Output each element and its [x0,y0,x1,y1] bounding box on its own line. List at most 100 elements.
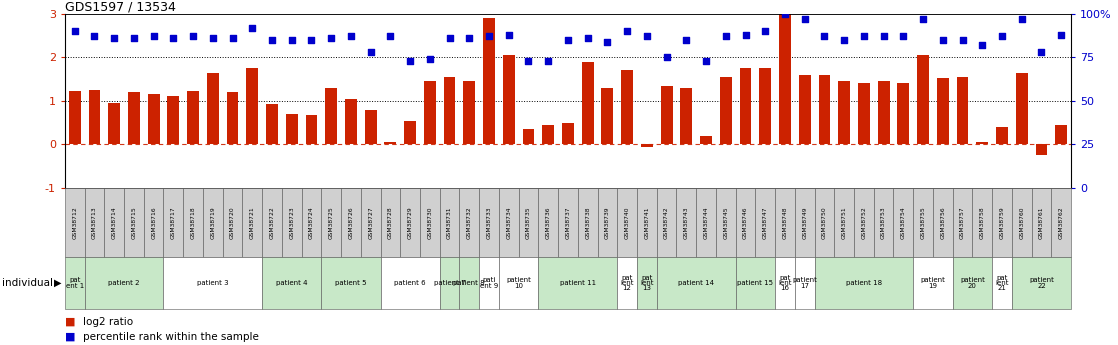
Text: individual: individual [2,278,54,288]
Bar [854,188,874,257]
Bar [127,92,140,145]
Text: patient 15: patient 15 [738,280,774,286]
Bar [444,77,455,145]
Bar [400,188,420,257]
Bar [65,188,85,257]
Point [874,34,892,39]
Point [954,37,972,43]
Point [85,34,103,39]
Bar [578,188,597,257]
Point [381,34,399,39]
Bar [539,188,558,257]
Bar [163,188,183,257]
Text: ▶: ▶ [54,278,61,288]
Text: pat
ient
21: pat ient 21 [995,275,1008,291]
Text: GSM38719: GSM38719 [210,206,216,239]
Point [342,34,360,39]
Point [362,49,380,55]
Bar [720,77,731,145]
Point [263,37,281,43]
Bar [1055,125,1067,145]
Text: GSM38742: GSM38742 [664,206,669,239]
Point [756,28,774,34]
Bar [361,188,380,257]
Text: GSM38755: GSM38755 [920,206,926,239]
Text: GSM38761: GSM38761 [1039,206,1044,239]
Bar [815,257,913,309]
Bar [795,257,815,309]
Point [244,25,262,30]
Text: GSM38721: GSM38721 [249,206,255,239]
Bar [459,257,480,309]
Text: GSM38756: GSM38756 [940,206,946,239]
Bar [65,257,85,309]
Point [559,37,577,43]
Bar [957,77,968,145]
Bar [168,96,179,145]
Text: GSM38747: GSM38747 [762,206,768,239]
Text: GSM38753: GSM38753 [881,206,887,239]
Bar [913,188,932,257]
Text: pat
ient
13: pat ient 13 [641,275,654,291]
Bar [539,257,617,309]
Bar [641,145,653,147]
Bar [932,188,953,257]
Point [993,34,1011,39]
Text: GSM38743: GSM38743 [684,206,689,239]
Text: patient 3: patient 3 [197,280,228,286]
Text: GSM38731: GSM38731 [447,206,452,239]
Bar [522,129,534,145]
Text: GSM38723: GSM38723 [290,206,294,239]
Point [815,34,833,39]
Text: GSM38722: GSM38722 [269,206,275,239]
Bar [321,257,380,309]
Bar [740,68,751,145]
Bar [243,188,262,257]
Text: patient 4: patient 4 [276,280,307,286]
Bar [818,75,831,145]
Bar [463,81,475,145]
Bar [700,136,712,145]
Text: patient
17: patient 17 [793,277,817,288]
Text: GSM38733: GSM38733 [486,206,492,239]
Bar [656,188,676,257]
Bar [222,188,243,257]
Bar [716,188,736,257]
Bar [385,142,396,145]
Bar [878,81,890,145]
Text: GSM38729: GSM38729 [408,206,413,239]
Bar [676,188,697,257]
Text: ■: ■ [65,332,75,342]
Text: GSM38728: GSM38728 [388,206,392,239]
Text: GSM38762: GSM38762 [1059,206,1063,239]
Text: GSM38714: GSM38714 [112,206,116,239]
Bar [661,86,673,145]
Point [401,58,419,63]
Text: ■: ■ [65,317,75,327]
Text: GSM38758: GSM38758 [979,206,985,239]
Bar [795,188,815,257]
Text: patient 2: patient 2 [108,280,140,286]
Text: GSM38759: GSM38759 [999,206,1004,239]
Point [1033,49,1051,55]
Bar [973,188,992,257]
Text: GSM38720: GSM38720 [230,206,235,239]
Bar [992,257,1012,309]
Bar [69,91,80,145]
Bar [459,188,480,257]
Point [796,16,814,22]
Point [579,36,597,41]
Bar [759,68,771,145]
Bar [341,188,361,257]
Bar [874,188,893,257]
Point [420,56,438,62]
Bar [834,188,854,257]
Bar [637,257,656,309]
Point [598,39,616,45]
Text: GSM38725: GSM38725 [329,206,333,239]
Point [539,58,557,63]
Point [776,11,794,17]
Bar [85,257,163,309]
Text: GSM38732: GSM38732 [467,206,472,239]
Point [224,36,241,41]
